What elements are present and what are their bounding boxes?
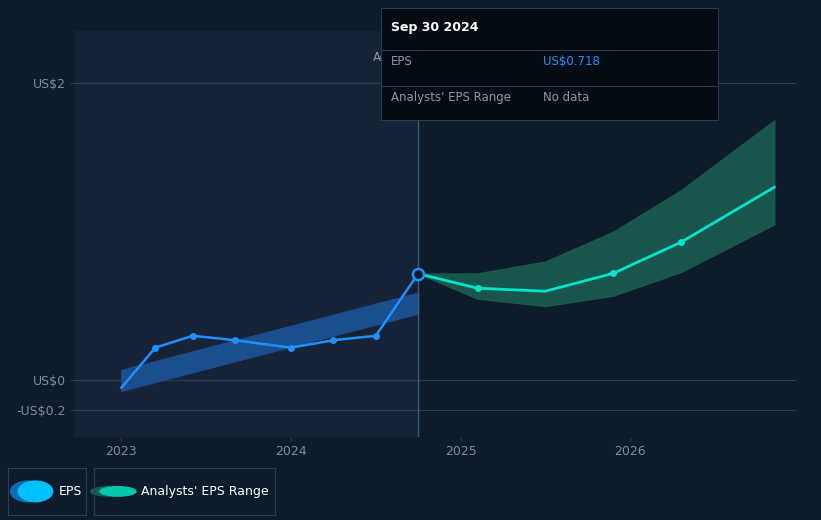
Text: No data: No data [543, 90, 589, 103]
Text: US$0.718: US$0.718 [543, 55, 599, 68]
Text: EPS: EPS [59, 485, 82, 498]
Circle shape [18, 481, 53, 502]
Text: Sep 30 2024: Sep 30 2024 [391, 21, 479, 34]
Text: Analysts' EPS Range: Analysts' EPS Range [391, 90, 511, 103]
Circle shape [11, 481, 45, 502]
Bar [74, 31, 418, 437]
Text: Analysts Forecasts: Analysts Forecasts [427, 51, 537, 64]
Circle shape [91, 487, 127, 496]
Text: EPS: EPS [391, 55, 413, 68]
Circle shape [100, 487, 136, 496]
Text: Analysts' EPS Range: Analysts' EPS Range [141, 485, 269, 498]
Text: Actual: Actual [373, 51, 410, 64]
